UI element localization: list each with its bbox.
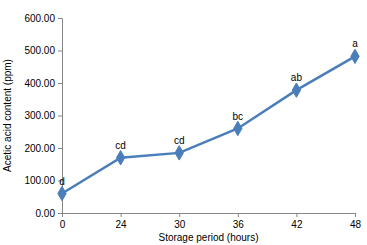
y-tick-mark xyxy=(58,83,62,84)
y-tick: 300.00 xyxy=(24,110,62,121)
x-tick: 36 xyxy=(233,213,245,230)
annotation: a xyxy=(352,38,358,49)
x-tick-label: 36 xyxy=(233,219,245,230)
marker xyxy=(175,146,183,160)
x-tick-mark xyxy=(121,213,122,217)
y-tick: 200.00 xyxy=(24,143,62,154)
y-tick-mark xyxy=(58,18,62,19)
x-tick-mark xyxy=(355,213,356,217)
y-tick: 0.00 xyxy=(36,208,62,219)
annotations: d cd cd bc ab a xyxy=(59,38,358,186)
y-axis-title: Acetic acid content (ppm) xyxy=(2,59,13,172)
y-tick-label: 600.00 xyxy=(24,13,55,24)
y-tick-mark xyxy=(58,116,62,117)
marker xyxy=(292,83,300,97)
y-tick: 100.00 xyxy=(24,175,62,186)
y-tick-label: 300.00 xyxy=(24,110,55,121)
x-axis-line xyxy=(63,214,356,218)
plot: 0.00 100.00 200.00 300.00 400.00 500.00 600.00… xyxy=(24,13,361,230)
y-tick-label: 400.00 xyxy=(24,78,55,89)
x-tick-label: 30 xyxy=(174,219,186,230)
x-tick: 48 xyxy=(350,213,362,230)
x-tick-mark xyxy=(62,213,63,217)
y-tick: 500.00 xyxy=(24,45,62,56)
marker xyxy=(116,151,124,165)
x-tick: 0 xyxy=(60,213,66,230)
x-tick-label: 48 xyxy=(350,219,362,230)
x-tick: 42 xyxy=(291,213,303,230)
y-tick: 600.00 xyxy=(24,13,62,24)
marker xyxy=(234,121,242,135)
y-tick-mark xyxy=(58,148,62,149)
annotation: ab xyxy=(291,72,303,83)
x-tick-label: 0 xyxy=(60,219,66,230)
annotation: bc xyxy=(233,111,244,122)
x-tick-mark xyxy=(179,213,180,217)
x-axis: 0 24 30 36 42 48 xyxy=(60,213,362,230)
x-tick-mark xyxy=(296,213,297,217)
series xyxy=(58,49,359,201)
marker xyxy=(351,49,359,63)
annotation: d xyxy=(59,176,65,187)
x-tick-label: 24 xyxy=(116,219,128,230)
x-tick-label: 42 xyxy=(291,219,303,230)
x-tick-mark xyxy=(238,213,239,217)
y-tick-label: 200.00 xyxy=(24,143,55,154)
y-tick: 400.00 xyxy=(24,78,62,89)
chart: 0.00 100.00 200.00 300.00 400.00 500.00 600.00… xyxy=(0,0,367,245)
x-tick: 24 xyxy=(116,213,128,230)
y-tick-mark xyxy=(58,213,62,214)
y-tick-label: 0.00 xyxy=(36,208,56,219)
annotation: cd xyxy=(115,140,126,151)
marker xyxy=(58,186,66,200)
annotation: cd xyxy=(174,135,185,146)
x-tick: 30 xyxy=(174,213,186,230)
line xyxy=(62,56,355,193)
y-tick-label: 500.00 xyxy=(24,45,55,56)
y-axis: 0.00 100.00 200.00 300.00 400.00 500.00 600.00 xyxy=(24,13,62,219)
y-tick-label: 100.00 xyxy=(24,175,55,186)
y-tick-mark xyxy=(58,51,62,52)
x-axis-title: Storage period (hours) xyxy=(158,232,258,243)
